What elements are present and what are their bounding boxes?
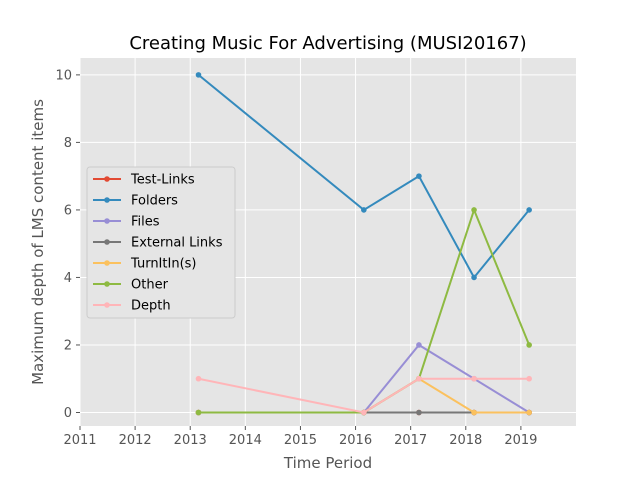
x-tick-label: 2019 bbox=[504, 433, 537, 448]
data-point bbox=[471, 207, 477, 213]
legend-marker bbox=[104, 218, 110, 224]
x-axis-ticks: 2011 2012 2013 2014 2015 2016 2017 2018 2019 bbox=[63, 426, 537, 448]
legend-label: External Links bbox=[131, 236, 223, 251]
data-point bbox=[471, 409, 477, 416]
y-axis-ticks: 0 2 4 6 8 10 bbox=[55, 68, 80, 421]
data-point bbox=[416, 342, 422, 348]
data-point bbox=[195, 375, 202, 382]
legend-marker bbox=[104, 176, 110, 182]
data-point bbox=[361, 207, 367, 213]
legend-label: Files bbox=[131, 215, 160, 230]
data-point bbox=[195, 409, 202, 416]
y-axis-label: Maximum depth of LMS content items bbox=[29, 99, 47, 385]
legend-label: Depth bbox=[131, 299, 171, 314]
data-point bbox=[526, 409, 532, 416]
y-tick-label: 2 bbox=[64, 338, 72, 353]
x-tick-label: 2017 bbox=[394, 433, 427, 448]
legend-marker bbox=[104, 281, 110, 287]
y-tick-label: 4 bbox=[64, 271, 72, 286]
chart-title: Creating Music For Advertising (MUSI2016… bbox=[129, 33, 526, 54]
x-axis-label: Time Period bbox=[283, 454, 372, 472]
y-tick-label: 6 bbox=[64, 203, 72, 218]
x-tick-label: 2012 bbox=[119, 433, 152, 448]
y-tick-label: 8 bbox=[64, 136, 72, 151]
data-point bbox=[361, 409, 367, 416]
legend-item: Other bbox=[93, 278, 169, 293]
series-group bbox=[195, 72, 532, 416]
legend-box bbox=[86, 166, 236, 319]
legend-item: External Links bbox=[93, 236, 223, 251]
y-tick-label: 0 bbox=[64, 406, 72, 421]
legend-item: Files bbox=[93, 215, 160, 230]
legend-label: Folders bbox=[131, 194, 178, 209]
legend-label: Other bbox=[131, 278, 169, 293]
legend-item: TurnItIn(s) bbox=[93, 257, 196, 272]
data-point bbox=[526, 375, 532, 382]
legend-marker bbox=[104, 197, 110, 203]
data-point bbox=[471, 274, 477, 281]
y-tick-label: 10 bbox=[55, 68, 72, 83]
legend-item: Depth bbox=[93, 299, 171, 314]
x-tick-label: 2018 bbox=[449, 433, 482, 448]
data-point bbox=[526, 342, 532, 348]
data-point bbox=[195, 72, 202, 78]
data-point bbox=[471, 375, 477, 382]
legend-marker bbox=[104, 302, 110, 308]
x-tick-label: 2016 bbox=[339, 433, 372, 448]
legend-marker bbox=[104, 260, 110, 266]
x-tick-label: 2013 bbox=[174, 433, 207, 448]
legend-item: Folders bbox=[93, 194, 178, 209]
series-6 bbox=[195, 375, 532, 416]
legend-item: Test-Links bbox=[93, 173, 195, 188]
legend-label: Test-Links bbox=[130, 173, 195, 188]
data-point bbox=[416, 409, 422, 416]
legend: Test-Links Folders Files External Links Turn… bbox=[86, 166, 236, 319]
x-tick-label: 2011 bbox=[63, 433, 96, 448]
data-point bbox=[416, 173, 422, 179]
x-tick-label: 2014 bbox=[229, 433, 262, 448]
data-point bbox=[416, 375, 422, 382]
legend-label: TurnItIn(s) bbox=[130, 257, 196, 272]
data-point bbox=[526, 207, 532, 213]
legend-marker bbox=[104, 239, 110, 245]
x-tick-label: 2015 bbox=[284, 433, 317, 448]
